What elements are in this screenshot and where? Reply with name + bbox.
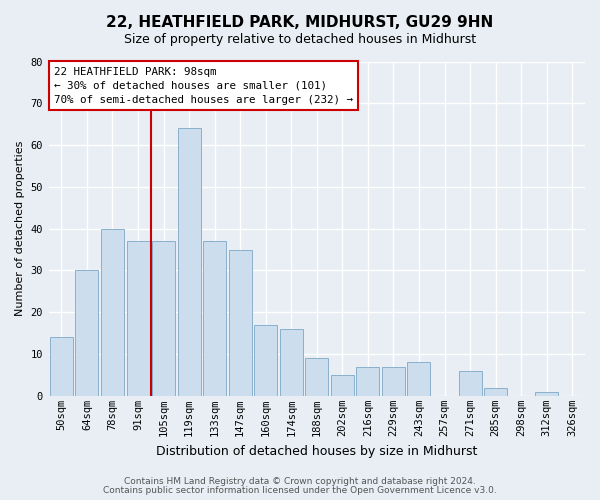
Bar: [127, 241, 149, 396]
Bar: [331, 375, 354, 396]
Bar: [50, 338, 73, 396]
Bar: [484, 388, 507, 396]
Bar: [356, 366, 379, 396]
Bar: [101, 228, 124, 396]
Bar: [254, 325, 277, 396]
Bar: [178, 128, 200, 396]
Y-axis label: Number of detached properties: Number of detached properties: [15, 141, 25, 316]
Bar: [280, 329, 303, 396]
Bar: [458, 371, 482, 396]
Bar: [382, 366, 405, 396]
Bar: [203, 241, 226, 396]
Text: Contains public sector information licensed under the Open Government Licence v3: Contains public sector information licen…: [103, 486, 497, 495]
Text: 22, HEATHFIELD PARK, MIDHURST, GU29 9HN: 22, HEATHFIELD PARK, MIDHURST, GU29 9HN: [106, 15, 494, 30]
Bar: [305, 358, 328, 396]
Bar: [152, 241, 175, 396]
Bar: [535, 392, 558, 396]
Bar: [76, 270, 98, 396]
X-axis label: Distribution of detached houses by size in Midhurst: Distribution of detached houses by size …: [156, 444, 478, 458]
Text: Size of property relative to detached houses in Midhurst: Size of property relative to detached ho…: [124, 32, 476, 46]
Bar: [229, 250, 251, 396]
Bar: [407, 362, 430, 396]
Text: 22 HEATHFIELD PARK: 98sqm
← 30% of detached houses are smaller (101)
70% of semi: 22 HEATHFIELD PARK: 98sqm ← 30% of detac…: [54, 66, 353, 104]
Text: Contains HM Land Registry data © Crown copyright and database right 2024.: Contains HM Land Registry data © Crown c…: [124, 477, 476, 486]
